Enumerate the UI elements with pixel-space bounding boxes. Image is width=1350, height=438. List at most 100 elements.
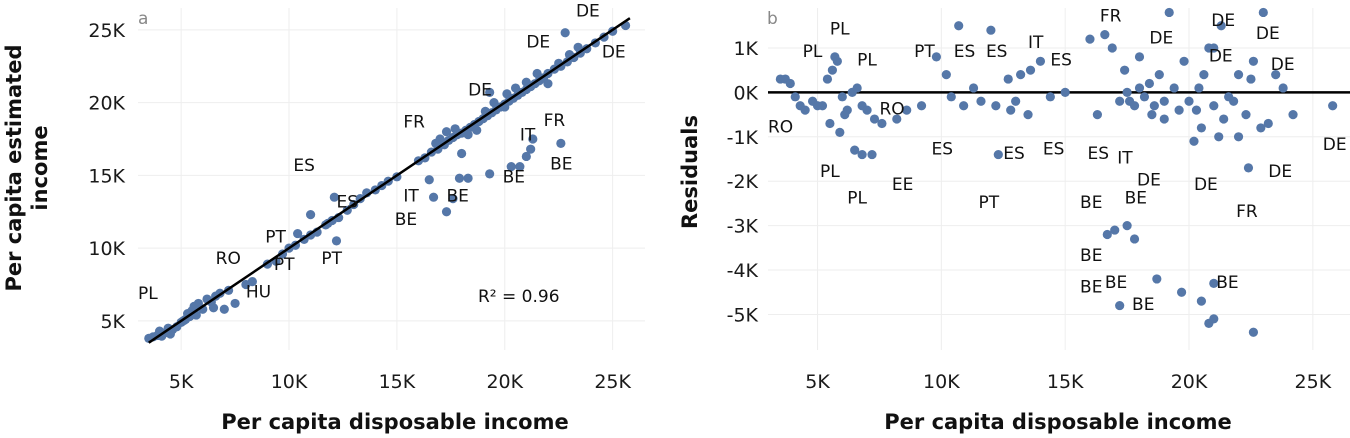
panel-b-point-label: BE	[1216, 273, 1238, 293]
panel-a-y-title-line1: Per capita estimated	[2, 44, 26, 291]
panel-a-point-label: FR	[544, 111, 566, 131]
panel-b-x-tick-label: 25K	[1295, 371, 1332, 393]
panel-b-x-tick-label: 5K	[805, 371, 830, 393]
panel-a-point	[431, 138, 441, 148]
panel-b-point	[1154, 70, 1164, 80]
panel-b-point	[822, 74, 833, 84]
panel-b-point-label: DE	[1209, 46, 1233, 66]
panel-b-point	[1144, 78, 1154, 89]
panel-a-point	[230, 298, 240, 309]
panel-b-point	[1209, 43, 1219, 53]
panel-b-point	[1209, 314, 1219, 324]
panel-b-point	[993, 149, 1003, 160]
panel-b-y-ticks: 1K 0K -1K -2K -3K -4K -5K	[727, 38, 759, 326]
panel-b-point	[827, 65, 837, 75]
panel-b-point	[1092, 109, 1102, 120]
panel-b-point	[1233, 132, 1244, 142]
panel-b-y-tick-label: 0K	[733, 82, 758, 104]
panel-b-point	[1129, 234, 1140, 244]
panel-b-point	[1233, 70, 1244, 80]
panel-b-point	[1134, 52, 1145, 62]
panel-a-point	[247, 277, 257, 287]
panel-a-point	[441, 207, 452, 217]
panel-b-point	[1196, 123, 1207, 133]
panel-b-point	[1241, 109, 1251, 120]
panel-b-point	[1258, 7, 1268, 18]
panel-a-point	[573, 42, 583, 52]
panel-b-point-label: FR	[1236, 202, 1258, 222]
panel-b-x-tick-label: 20K	[1171, 371, 1208, 393]
panel-b-point-label: BE	[1125, 188, 1147, 208]
panel-b-point-label: BE	[1080, 246, 1102, 266]
panel-b-point	[1176, 287, 1187, 297]
panel-b-y-axis-title: Residuals	[678, 115, 702, 229]
panel-a-point	[448, 194, 458, 204]
panel-b-point	[862, 105, 872, 115]
panel-a-point-label: BE	[550, 155, 572, 175]
panel-b-point	[1115, 96, 1125, 106]
panel-a-point-label: IT	[403, 187, 419, 207]
panel-b-point-label: PT	[914, 42, 935, 62]
panel-b-y-tick-label: -2K	[727, 171, 759, 193]
panel-b-point	[1248, 56, 1259, 66]
panel-b-point	[867, 149, 877, 160]
panel-a-x-tick-label: 25K	[594, 371, 631, 393]
panel-a-y-tick-label: 5K	[100, 311, 125, 333]
panel-b-point	[1147, 109, 1157, 120]
panel-b-point	[1189, 136, 1199, 146]
panel-a-point-label: PL	[138, 284, 158, 304]
panel-a-point	[521, 77, 531, 87]
panel-a-point	[560, 28, 570, 38]
panel-b-point-label: BE	[1132, 295, 1154, 315]
panel-b-point	[1328, 101, 1338, 111]
panel-a-point	[457, 148, 467, 159]
panel-a-point-label: HU	[246, 283, 271, 303]
panel-a-fit-line	[148, 17, 631, 344]
panel-a-point	[506, 162, 516, 172]
panel-b-point	[1243, 163, 1254, 173]
panel-a-point	[305, 210, 316, 220]
panel-b-point-label: PL	[820, 162, 840, 182]
panel-a-point	[526, 144, 536, 154]
panel-a-y-tick-label: 10K	[88, 238, 125, 260]
panel-b-point	[1199, 70, 1209, 80]
panel-b-point-label: DE	[1268, 162, 1292, 182]
panel-b-point	[817, 101, 828, 111]
panel-b-point-label: BE	[1080, 193, 1102, 213]
panel-b-point	[1122, 87, 1132, 97]
panel-b-point	[1263, 118, 1273, 129]
panel-b-point	[840, 109, 850, 120]
panel-b-point	[1134, 83, 1145, 93]
panel-b-point	[1219, 114, 1229, 124]
panel-b-x-tick-label: 15K	[1047, 371, 1084, 393]
panel-b-x-tick-label: 10K	[923, 371, 960, 393]
panel-a-point-label: BE	[395, 210, 417, 230]
panel-a-point-label: FR	[403, 112, 425, 132]
panel-b-point	[1152, 274, 1162, 284]
panel-b-point-label: ES	[1003, 144, 1025, 164]
panel-b-point	[976, 96, 986, 106]
panel-a-point-label: DE	[526, 32, 550, 52]
panel-b-point-labels: FR PL PL PL PT ES ES IT ES DE DE DE DE DE DE DE DE DE FR RO…	[768, 6, 1347, 315]
panel-b-point	[941, 70, 951, 80]
panel-b-point-label: ES	[986, 42, 1008, 62]
panel-a-point	[463, 130, 473, 140]
panel-a-point	[331, 236, 342, 246]
panel-b-point	[968, 83, 979, 93]
panel-b-point	[1115, 300, 1125, 311]
panel-b-point	[837, 92, 847, 102]
panel-a-point	[463, 173, 473, 183]
panel-a-point	[485, 169, 495, 179]
panel-a-point-label: ES	[336, 192, 358, 212]
panel-b-letter: b	[767, 9, 778, 29]
panel-b-point	[1006, 105, 1016, 115]
panel-a-point-label: DE	[468, 80, 492, 100]
panel-a-point	[329, 192, 339, 202]
panel-b-point	[959, 101, 969, 111]
panel-b-point	[1003, 74, 1013, 84]
panel-a-point	[454, 173, 465, 183]
panel-a-point	[208, 303, 219, 313]
panel-a-point-label: BE	[503, 168, 525, 188]
panel-b-point-label: ES	[1043, 140, 1065, 160]
